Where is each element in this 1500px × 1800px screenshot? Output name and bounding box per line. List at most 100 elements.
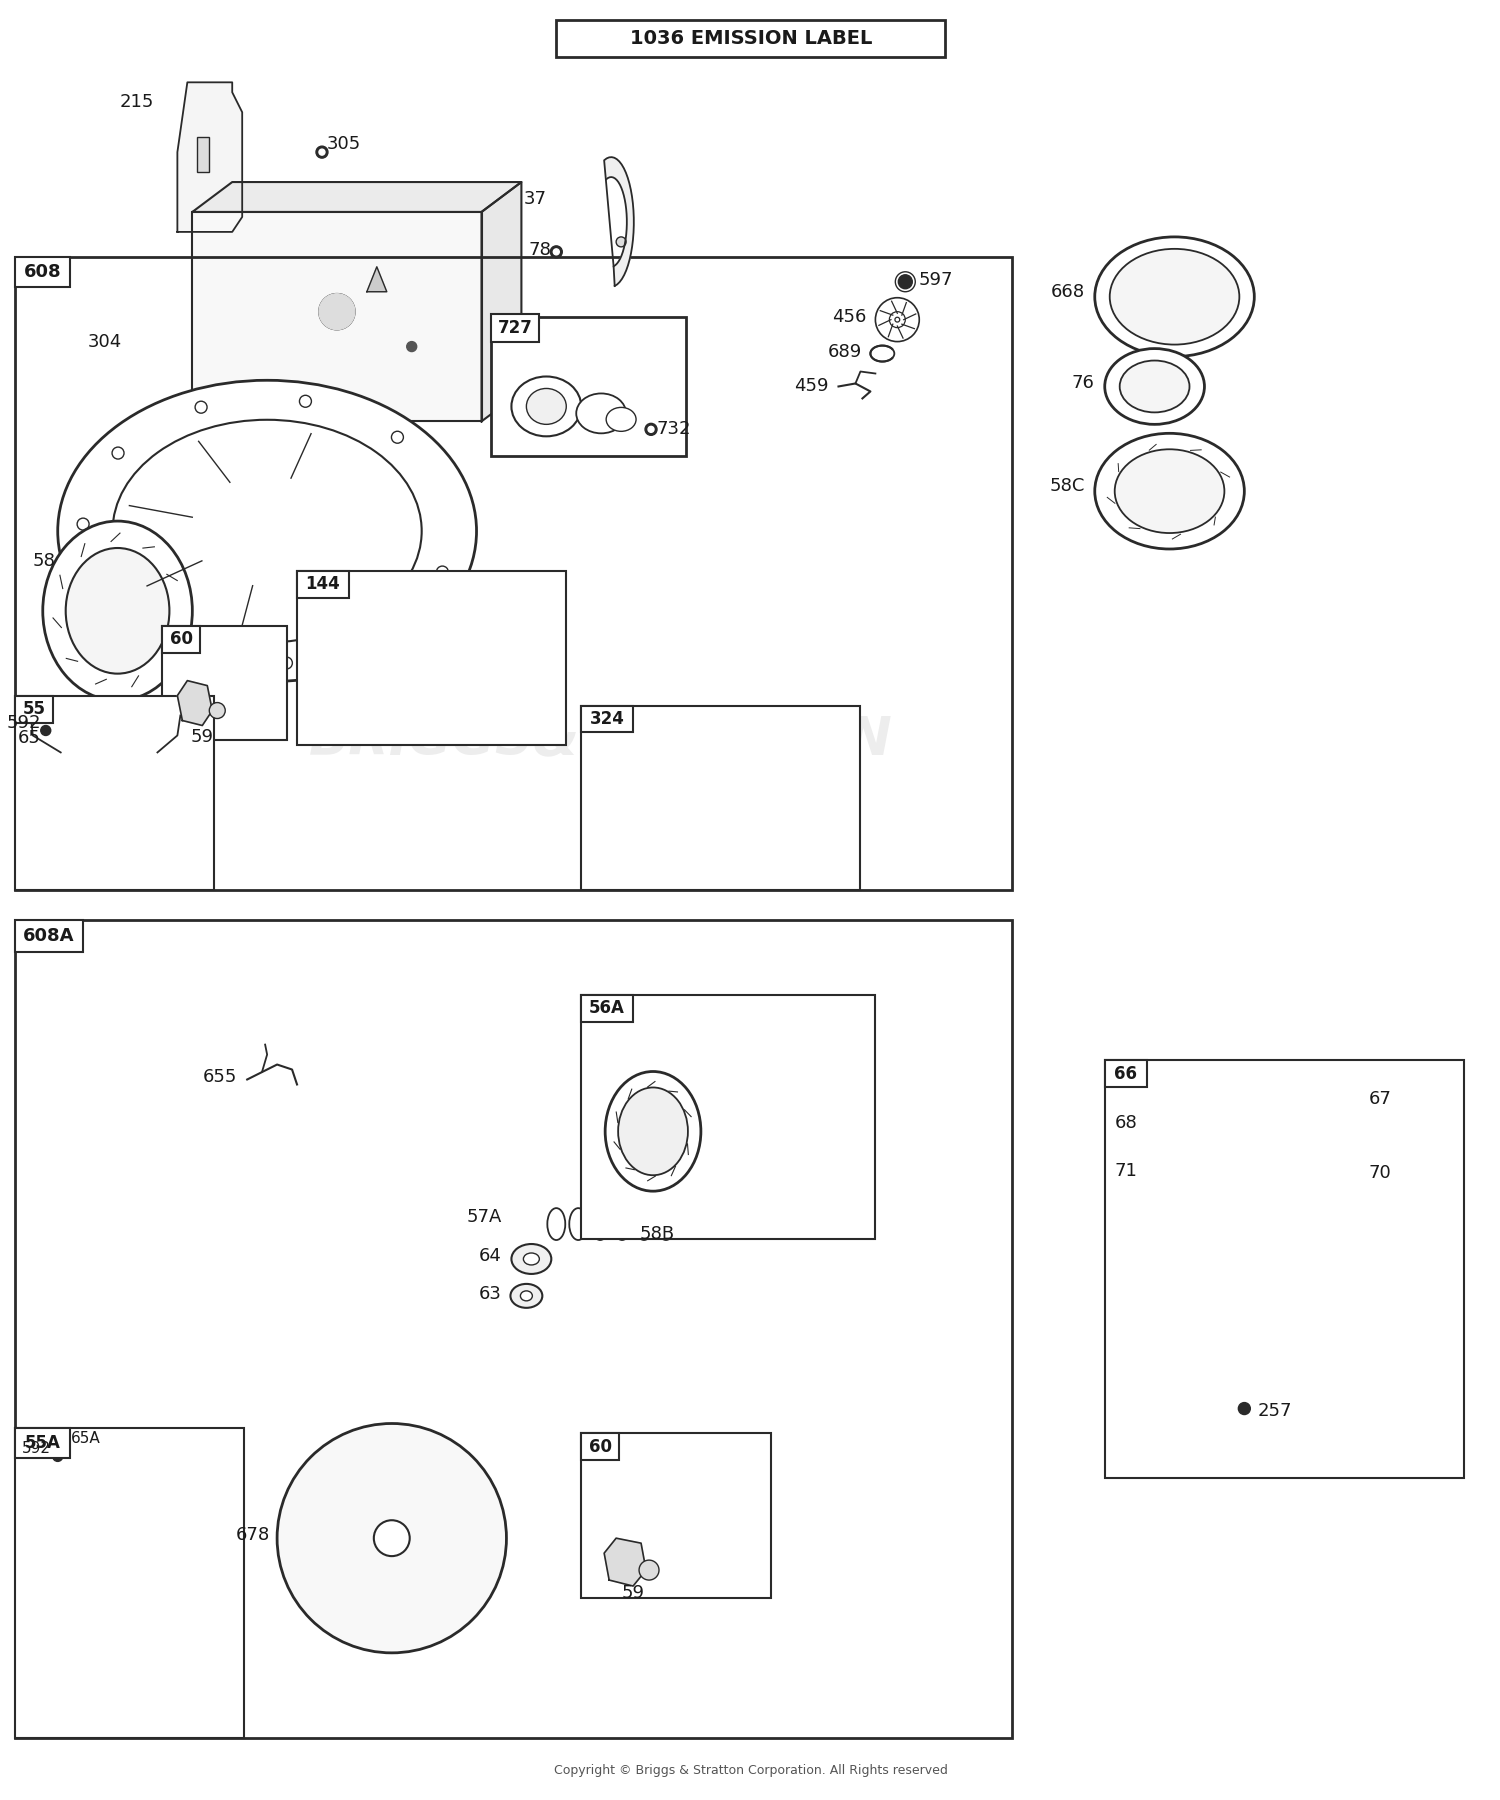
Text: 66: 66 [1114,1064,1137,1082]
Circle shape [616,238,626,247]
Circle shape [374,1521,410,1557]
Text: 727: 727 [498,319,532,337]
Ellipse shape [526,389,567,425]
Bar [15,695,214,889]
Ellipse shape [1114,450,1224,533]
Bar [1104,1060,1146,1087]
Text: 459: 459 [794,378,828,396]
Circle shape [550,247,562,257]
Text: 58: 58 [33,553,56,571]
Text: 456: 456 [833,308,867,326]
Bar [297,571,350,598]
Text: 55A: 55A [24,1435,60,1453]
Ellipse shape [1095,238,1254,356]
Text: 689: 689 [828,342,862,360]
Text: 60: 60 [170,630,194,648]
Ellipse shape [876,297,920,342]
Ellipse shape [618,1087,688,1175]
Circle shape [406,342,417,351]
Ellipse shape [54,1568,186,1658]
Ellipse shape [510,1283,543,1309]
Polygon shape [192,212,482,421]
Ellipse shape [1104,349,1204,425]
Bar [162,626,201,653]
Bar [492,317,686,455]
Circle shape [554,248,560,256]
Bar [580,1433,771,1598]
Ellipse shape [512,376,580,436]
Bar [15,695,52,722]
Ellipse shape [57,380,477,682]
Ellipse shape [1119,360,1190,412]
Ellipse shape [604,1071,700,1192]
Ellipse shape [748,765,833,855]
Text: 78: 78 [528,241,552,259]
Circle shape [93,796,123,824]
Circle shape [896,272,915,292]
Bar [162,626,286,740]
Text: 257: 257 [1257,1402,1292,1420]
Ellipse shape [312,610,402,731]
Ellipse shape [112,419,422,643]
Circle shape [195,401,207,414]
Text: 70: 70 [1370,1165,1392,1183]
Circle shape [898,275,912,288]
Text: 60: 60 [588,1438,612,1456]
Ellipse shape [698,1060,840,1202]
Circle shape [280,657,292,670]
Text: 215: 215 [120,94,154,112]
Bar [580,706,633,733]
Circle shape [454,664,468,677]
Circle shape [210,702,225,718]
Bar [580,706,861,889]
Text: 37: 37 [524,191,546,209]
Circle shape [278,1424,507,1652]
Ellipse shape [512,1244,552,1274]
Text: 592: 592 [21,1442,51,1456]
Circle shape [40,725,51,736]
Ellipse shape [33,758,183,862]
Polygon shape [368,266,387,292]
Polygon shape [192,182,522,212]
Ellipse shape [524,1253,540,1265]
Text: 592: 592 [6,713,40,731]
Text: 76: 76 [1072,374,1095,392]
Ellipse shape [1110,248,1239,344]
Circle shape [316,146,328,158]
Ellipse shape [33,1552,209,1674]
Text: 59: 59 [621,1584,645,1602]
Circle shape [102,1595,138,1631]
Polygon shape [482,182,522,421]
Text: 58C: 58C [1050,477,1084,495]
Bar [1104,1060,1464,1478]
Circle shape [112,446,125,459]
Ellipse shape [602,765,722,855]
Bar [15,1429,69,1458]
Ellipse shape [729,745,852,875]
Bar [556,20,945,58]
Circle shape [376,628,388,641]
Text: 65: 65 [18,729,40,747]
Text: 668: 668 [1050,283,1084,301]
Ellipse shape [520,1291,532,1301]
Bar [580,1433,620,1460]
Text: 1036 EMISSION LABEL: 1036 EMISSION LABEL [630,29,872,49]
Text: 597: 597 [918,270,952,288]
Circle shape [177,643,189,655]
Ellipse shape [576,394,626,434]
Text: 63: 63 [478,1285,501,1303]
Text: 608A: 608A [22,927,75,945]
Circle shape [300,396,312,407]
Bar [297,571,567,745]
Circle shape [760,1123,777,1139]
Text: BRIGGS&STRATTON: BRIGGS&STRATTON [309,715,892,767]
Bar [15,257,1012,889]
Circle shape [392,432,404,443]
Circle shape [896,317,900,322]
Text: 64: 64 [478,1247,501,1265]
Circle shape [320,293,356,329]
Polygon shape [177,680,213,725]
Text: 65A: 65A [70,1431,100,1445]
Text: 678: 678 [236,1526,270,1544]
Circle shape [1239,1402,1251,1415]
